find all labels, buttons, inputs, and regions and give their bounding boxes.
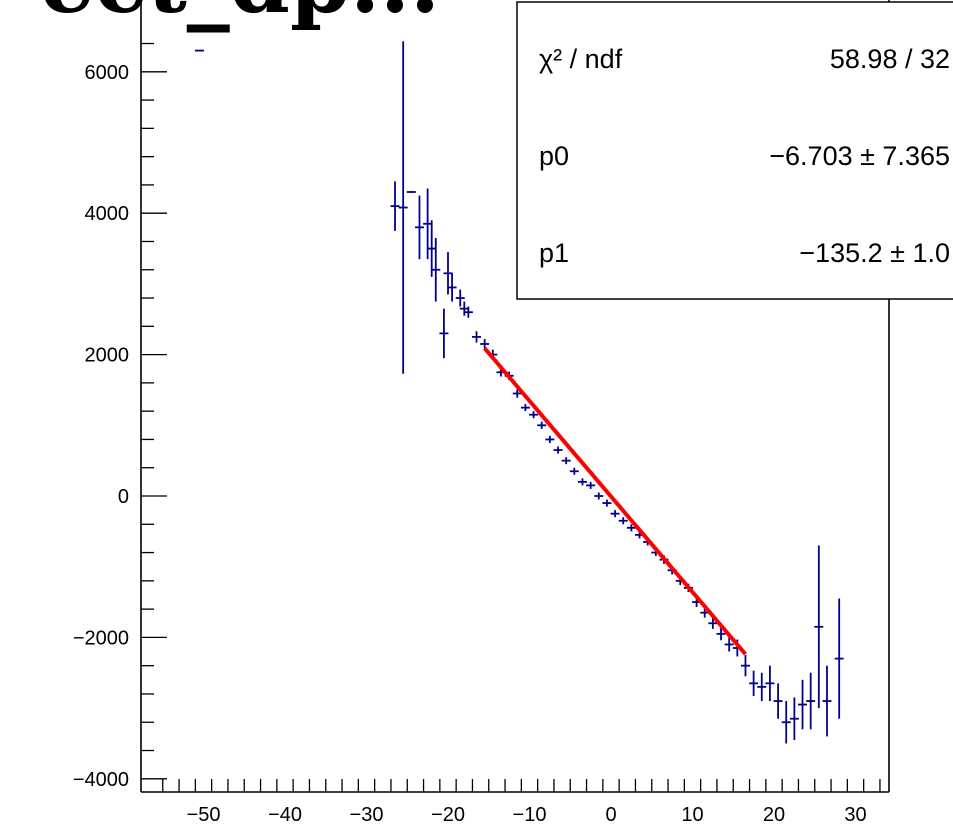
x-tick-label: 30 <box>844 804 866 826</box>
data-point <box>724 637 734 652</box>
stats-box-frame <box>516 1 953 300</box>
stat-value-p0: −6.703 ± 7.365 <box>769 141 950 171</box>
data-point <box>834 598 844 719</box>
data-point <box>781 701 791 744</box>
data-point <box>757 672 767 702</box>
chart-title-fragment: ect_dp... <box>40 0 440 33</box>
data-point <box>716 627 726 641</box>
y-tick-label: 6000 <box>85 62 130 84</box>
data-point <box>520 404 530 412</box>
x-tick-label: −40 <box>268 804 302 826</box>
stat-value-p1: −135.2 ± 1.0 <box>799 238 950 268</box>
x-tick-label: 10 <box>681 804 703 826</box>
stat-label-p1: p1 <box>539 238 569 268</box>
stat-label-p0: p0 <box>539 141 569 171</box>
data-point <box>610 510 620 518</box>
data-point <box>472 331 482 343</box>
y-tick-label: 4000 <box>85 203 130 225</box>
x-tick-label: 20 <box>763 804 785 826</box>
data-point <box>789 697 799 740</box>
stat-value-chi2: 58.98 / 32 <box>830 44 950 74</box>
data-point <box>765 665 775 702</box>
x-tick-label: −30 <box>350 804 384 826</box>
y-tick-label: 2000 <box>85 345 130 367</box>
data-point <box>561 457 571 465</box>
y-axis: −4000 −2000 0 2000 4000 6000 <box>73 42 167 791</box>
data-point <box>398 41 408 374</box>
data-point <box>537 421 547 429</box>
data-point <box>447 273 457 302</box>
fit-line <box>483 347 747 656</box>
x-tick-label: −10 <box>513 804 547 826</box>
y-tick-label: 0 <box>118 486 129 508</box>
data-point <box>740 655 750 677</box>
data-point <box>427 220 437 277</box>
data-point <box>414 195 424 260</box>
data-point <box>814 545 824 709</box>
data-point <box>512 389 522 398</box>
data-point <box>798 679 808 730</box>
data-point <box>463 306 473 318</box>
stats-box: χ² / ndf 58.98 / 32 p0 −6.703 ± 7.365 p1… <box>516 1 953 300</box>
y-tick-label: −4000 <box>73 769 129 791</box>
data-point <box>626 524 636 532</box>
data-point <box>459 301 469 316</box>
data-point <box>822 665 832 737</box>
data-point <box>749 670 759 697</box>
data-point <box>529 411 539 419</box>
x-tick-label: −20 <box>431 804 465 826</box>
data-point <box>569 467 579 475</box>
data-point <box>708 617 718 629</box>
x-axis: −50 −40 −30 −20 −10 0 10 20 30 <box>162 779 881 826</box>
stat-label-chi2: χ² / ndf <box>539 44 623 74</box>
data-point <box>480 339 490 349</box>
data-point <box>545 435 555 443</box>
data-point <box>806 672 816 730</box>
data-point <box>439 308 449 359</box>
data-point <box>455 289 465 307</box>
x-tick-label: −50 <box>187 804 221 826</box>
data-point <box>431 237 441 302</box>
data-point <box>390 181 400 231</box>
fit-line-group <box>483 347 747 656</box>
data-point <box>594 492 604 500</box>
data-point <box>773 683 783 719</box>
x-tick-label: 0 <box>605 804 616 826</box>
data-point <box>602 499 612 507</box>
data-point <box>618 517 628 525</box>
y-tick-label: −2000 <box>73 627 129 649</box>
data-point <box>423 188 433 260</box>
data-point <box>553 446 563 454</box>
data-point <box>577 478 587 486</box>
data-point <box>586 481 596 489</box>
